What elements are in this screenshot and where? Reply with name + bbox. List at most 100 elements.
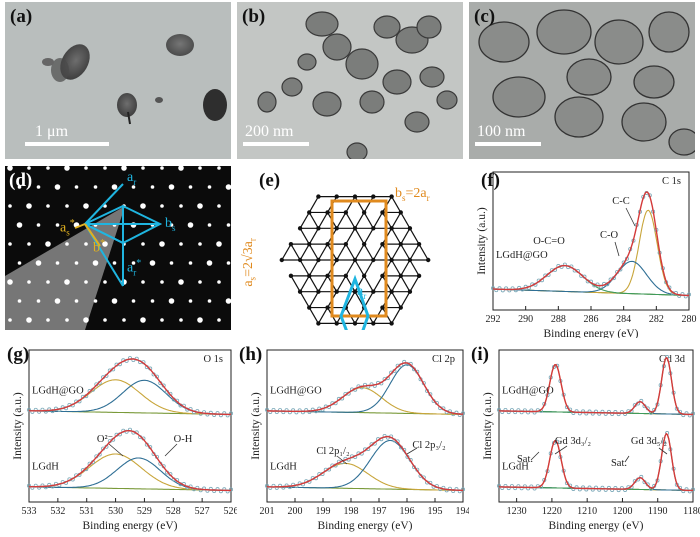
lattice-node	[416, 273, 422, 279]
label-ar-star: ar*	[127, 258, 142, 278]
peak-annotation: O-C=O	[533, 236, 565, 247]
reciprocal-lattice-overlay	[82, 183, 163, 287]
annotation-leader	[614, 241, 620, 257]
y-axis-label: Intensity (a.u.)	[12, 392, 24, 460]
lattice-node	[325, 273, 330, 279]
x-tick-label: 530	[108, 506, 123, 517]
diffraction-spot	[64, 166, 70, 171]
x-axis-label: Binding energy (eV)	[318, 520, 413, 532]
lattice-node	[380, 273, 385, 279]
x-tick-label: 533	[22, 506, 37, 517]
lattice-bond	[336, 275, 347, 292]
diffraction-spot	[188, 261, 193, 265]
diffraction-spot	[179, 318, 183, 322]
diffraction-spot	[7, 166, 13, 171]
y-axis-label: Intensity (a.u.)	[250, 392, 262, 460]
lattice-bond	[372, 243, 383, 261]
diffraction-spot	[45, 241, 51, 247]
diffraction-spot	[160, 280, 164, 284]
annotation-leader	[530, 451, 540, 461]
panel-label-f: (f)	[481, 170, 500, 191]
scale-bar-a	[25, 142, 109, 146]
diffraction-spot	[207, 299, 212, 303]
scale-label-c: 100 nm	[477, 123, 526, 140]
lattice-node	[297, 226, 303, 231]
lattice-bond	[345, 259, 356, 277]
peak-annotation: Cl 2p₃/₂	[412, 440, 446, 451]
diffraction-spot	[140, 203, 146, 209]
lattice-bond	[409, 259, 420, 277]
annotation-leader	[164, 443, 178, 457]
peak-annotation: Sat.	[611, 458, 627, 469]
panel-label-g: (g)	[7, 344, 30, 365]
scale-label-b: 200 nm	[245, 123, 294, 140]
diffraction-spot	[207, 185, 212, 189]
lattice-node	[380, 305, 385, 310]
chart-title: C 1s	[662, 176, 681, 187]
lattice-node	[343, 241, 349, 247]
lattice-node	[352, 226, 358, 231]
lattice-bond	[400, 243, 411, 261]
diffraction-spot	[198, 280, 202, 284]
lattice-bond	[363, 196, 374, 213]
diffraction-spot	[160, 166, 164, 170]
xps-gd3d-panel: 1230 1220 1210 1200 1190 1180 Binding energy (…	[469, 344, 700, 537]
diffraction-spot	[111, 298, 118, 304]
diffraction-spot	[169, 223, 174, 227]
lattice-bond	[308, 291, 319, 308]
diffraction-spot	[93, 299, 98, 303]
lattice-node	[361, 273, 367, 279]
lattice-node	[316, 226, 321, 231]
lattice-node	[352, 289, 358, 294]
lattice-node	[389, 321, 394, 326]
lattice-node	[307, 210, 312, 215]
diffraction-spot	[46, 204, 50, 208]
diffraction-spot	[8, 318, 12, 322]
diffraction-spot	[141, 242, 145, 246]
lattice-node	[371, 226, 376, 231]
peak-annotation: Sat.	[517, 454, 533, 465]
x-tick-label: 529	[137, 506, 152, 517]
scale-label-a: 1 μm	[35, 123, 69, 140]
lattice-node	[389, 194, 394, 199]
peak-annotation: C-O	[600, 230, 619, 241]
diffraction-spots	[7, 166, 231, 323]
label-as-eq: as=2√3ar	[240, 238, 258, 287]
lattice-node	[334, 257, 339, 263]
label-b-star: b*	[93, 238, 105, 256]
lattice-bond	[308, 259, 319, 277]
diffraction-spot	[27, 242, 31, 246]
annotation-leader	[554, 445, 568, 455]
lattice-bond	[363, 228, 374, 245]
xps-o1s-chart: 533 532 531 530 529 528 527 526 Binding energy (…	[12, 349, 237, 532]
x-tick-label: 198	[344, 506, 359, 517]
lattice-node	[389, 289, 394, 294]
lattice-node	[316, 321, 321, 326]
x-axis-label: Binding energy (eV)	[549, 520, 644, 532]
lattice-bond	[345, 228, 356, 245]
lattice-bond	[308, 307, 319, 324]
peak-annotation: Gd 3d₃/₂	[555, 436, 592, 447]
diffraction-spot	[92, 260, 99, 266]
diffraction-spot	[217, 166, 221, 170]
diffraction-spot	[178, 279, 184, 285]
label-ar: ar	[127, 170, 137, 187]
diffraction-spot	[17, 261, 22, 265]
diffraction-spot	[198, 166, 202, 170]
peak-annotation: C-C	[612, 196, 630, 207]
lattice-bond	[418, 243, 429, 261]
lattice-node	[325, 210, 330, 215]
lattice-node	[352, 257, 358, 263]
diffraction-spot	[217, 204, 221, 208]
lattice-node	[325, 305, 330, 310]
envelope-fit	[499, 432, 693, 492]
lattice-bond	[391, 243, 402, 261]
chart-title: Cl 2p	[432, 354, 455, 365]
lattice-bond	[290, 243, 301, 261]
envelope-fit	[499, 356, 693, 416]
diffraction-spot	[84, 280, 88, 284]
x-tick-label: 527	[195, 506, 210, 517]
diffraction-spot	[225, 184, 231, 190]
sample-label: LGdH@GO	[270, 386, 322, 397]
diffraction-spot	[217, 318, 221, 322]
